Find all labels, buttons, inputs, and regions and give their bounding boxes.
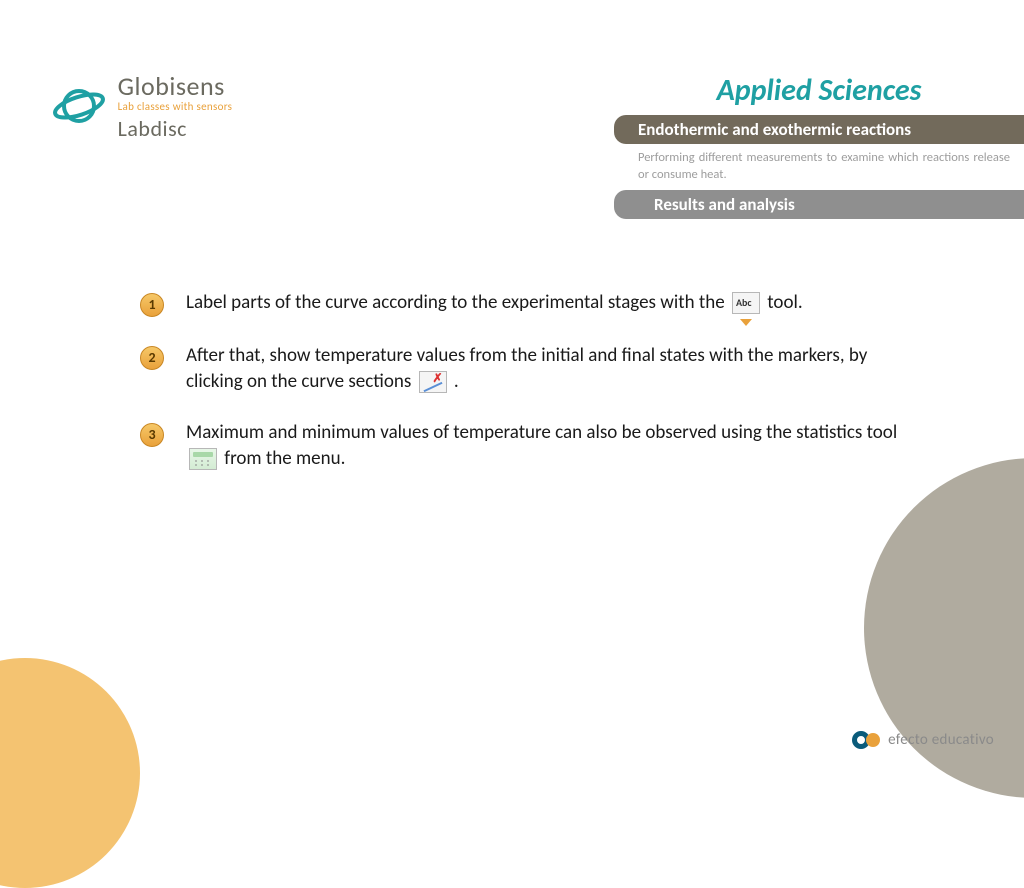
statistics-tool-icon — [189, 448, 217, 470]
section-bar: Results and analysis — [614, 190, 1024, 219]
step-text: After that, show temperature values from… — [186, 343, 900, 394]
step-item: 2 After that, show temperature values fr… — [140, 343, 900, 394]
efecto-educativo-icon — [852, 730, 880, 750]
logo-subbrand: Labdisc — [118, 115, 233, 142]
decor-blob-left — [0, 658, 140, 888]
applied-sciences-title: Applied Sciences — [614, 72, 1024, 109]
logo-tagline: Lab classes with sensors — [118, 100, 233, 113]
topic-description: Performing different measurements to exa… — [614, 144, 1024, 190]
globe-icon — [50, 80, 108, 133]
step-text: Maximum and minimum values of temperatur… — [186, 420, 900, 471]
curve-marker-tool-icon — [419, 371, 447, 393]
header-panel: Applied Sciences Endothermic and exother… — [614, 72, 1024, 219]
abc-label-tool-icon — [732, 292, 760, 314]
step-number-badge: 1 — [140, 293, 164, 317]
logo: Globisens Lab classes with sensors Labdi… — [50, 70, 232, 142]
step-item: 1 Label parts of the curve according to … — [140, 290, 900, 317]
logo-brand: Globisens — [118, 70, 225, 102]
step-number-badge: 2 — [140, 346, 164, 370]
step-text: Label parts of the curve according to th… — [186, 290, 803, 317]
topic-bar: Endothermic and exothermic reactions — [614, 115, 1024, 144]
footer-brand-text: efecto educativo — [888, 731, 994, 749]
footer-brand: efecto educativo — [852, 730, 994, 750]
step-number-badge: 3 — [140, 423, 164, 447]
step-item: 3 Maximum and minimum values of temperat… — [140, 420, 900, 471]
steps-list: 1 Label parts of the curve according to … — [140, 290, 900, 498]
